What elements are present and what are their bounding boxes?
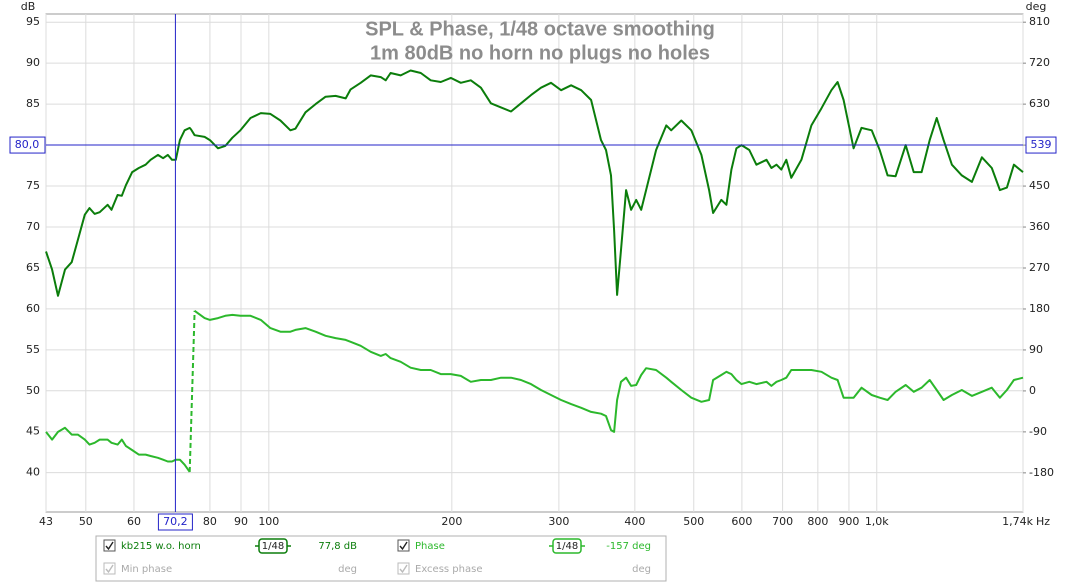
y-tick-label: 90	[26, 56, 40, 69]
x-tick-label: 500	[683, 515, 704, 528]
x-tick-label: 400	[624, 515, 645, 528]
y-tick-label: 65	[26, 261, 40, 274]
x-unit: Hz	[1036, 515, 1050, 528]
checkbox	[397, 539, 410, 552]
y-tick-label: 75	[26, 179, 40, 192]
x-tick-label: 300	[548, 515, 569, 528]
x-tick-label: 200	[441, 515, 462, 528]
y2-tick-label: 90	[1029, 343, 1043, 356]
y2-tick-label: 360	[1029, 220, 1050, 233]
smoothing-label: 1/48	[556, 541, 578, 552]
cursor-y-label: 80,0	[15, 138, 40, 151]
chart-title: SPL & Phase, 1/48 octave smoothing	[365, 18, 715, 40]
y-tick-label: 95	[26, 15, 40, 28]
legend-name-inactive: Min phase	[121, 564, 172, 575]
y2-tick-label: 270	[1029, 261, 1050, 274]
legend-readout: -157 deg	[606, 541, 651, 552]
chart-subtitle: 1m 80dB no horn no plugs no holes	[370, 42, 710, 64]
series-line	[194, 309, 1024, 433]
y-tick-label: 55	[26, 343, 40, 356]
y2-tick-label: -180	[1029, 466, 1054, 479]
x-tick-label: 700	[772, 515, 793, 528]
checkmark	[105, 541, 114, 551]
series-line	[45, 426, 191, 473]
x-tick-label: 90	[234, 515, 248, 528]
x-tick-label: 800	[807, 515, 828, 528]
cursor-box	[157, 513, 193, 531]
y2-tick-label: 0	[1029, 384, 1036, 397]
legend-name-inactive: Excess phase	[415, 564, 483, 575]
y-tick-label: 85	[26, 97, 40, 110]
x-tick-label: 1,0k	[865, 515, 889, 528]
smoothing-icon	[552, 538, 582, 554]
plot-area	[45, 13, 1024, 513]
checkmark	[105, 564, 114, 574]
checkmark	[399, 564, 408, 574]
checkmark	[399, 541, 408, 551]
y-tick-label: 50	[26, 384, 40, 397]
checkbox	[103, 562, 116, 575]
y2-tick-label: 810	[1029, 15, 1050, 28]
x-tick-label: 43	[39, 515, 53, 528]
y2-tick-label: 450	[1029, 179, 1050, 192]
x-tick-label: 900	[838, 515, 859, 528]
cursor-box	[1025, 136, 1057, 154]
cursor-x-label: 70,2	[163, 515, 188, 528]
x-tick-label: 60	[127, 515, 141, 528]
y-tick-label: 70	[26, 220, 40, 233]
cursor-y2-label: 539	[1031, 138, 1052, 151]
x-tick-label: 50	[79, 515, 93, 528]
checkbox	[397, 562, 410, 575]
x-tick-label: 100	[258, 515, 279, 528]
x-tick-label: 1,74k	[1002, 515, 1033, 528]
y-unit: dB	[21, 0, 36, 13]
legend-unit-inactive: deg	[338, 564, 357, 575]
series-line	[45, 69, 1024, 297]
legend-unit-inactive: deg	[632, 564, 651, 575]
y2-tick-label: 630	[1029, 97, 1050, 110]
smoothing-label: 1/48	[262, 541, 284, 552]
smoothing-icon	[258, 538, 288, 554]
cursor-box	[9, 136, 46, 154]
legend-name: kb215 w.o. horn	[121, 541, 201, 552]
legend-readout: 77,8 dB	[318, 541, 357, 552]
x-tick-label: 600	[731, 515, 752, 528]
y2-unit: deg	[1026, 0, 1047, 13]
y2-tick-label: 180	[1029, 302, 1050, 315]
x-tick-label: 80	[203, 515, 217, 528]
legend-name: Phase	[415, 541, 445, 552]
y2-tick-label: -90	[1029, 425, 1047, 438]
y-tick-label: 60	[26, 302, 40, 315]
checkbox	[103, 539, 116, 552]
y-tick-label: 45	[26, 425, 40, 438]
wrap-connector	[188, 310, 196, 472]
y-tick-label: 40	[26, 466, 40, 479]
y2-tick-label: 720	[1029, 56, 1050, 69]
